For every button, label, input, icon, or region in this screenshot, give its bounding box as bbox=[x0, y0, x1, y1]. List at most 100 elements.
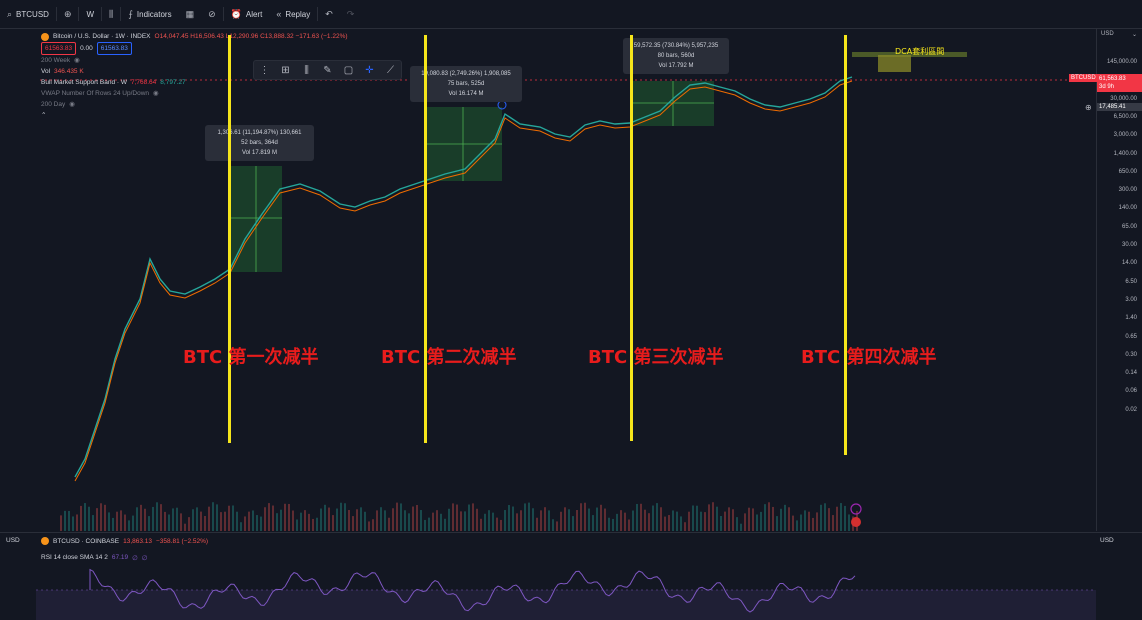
axis-tick-label: 650.00 bbox=[1118, 168, 1137, 175]
volume-bar bbox=[832, 515, 834, 531]
bmsb-label: Bull Market Support Band · W bbox=[41, 79, 127, 86]
volume-bar bbox=[408, 513, 410, 531]
volume-bar bbox=[760, 511, 762, 531]
volume-bar bbox=[768, 502, 770, 531]
redo-button[interactable]: ↷ bbox=[340, 0, 362, 28]
halving-line-3[interactable] bbox=[630, 35, 633, 441]
halving-label-3: BTC 第三次减半 bbox=[588, 347, 724, 368]
eye-icon[interactable]: ◉ bbox=[69, 101, 75, 108]
volume-bar bbox=[632, 510, 634, 531]
axis-tick-label: 65.00 bbox=[1121, 223, 1137, 230]
lower-axis-currency[interactable]: USD bbox=[1100, 537, 1114, 544]
halving-line-1[interactable] bbox=[228, 35, 231, 443]
drawing-toolbar: ⋮ ⊞ ⫼ ✎ ▢ ✛ ⟋ bbox=[253, 60, 402, 80]
alarm-icon: ⏰ bbox=[230, 8, 242, 19]
volume-bar bbox=[284, 503, 286, 531]
price-axis[interactable]: USD ⌄ 145,000.0065,000.0030,000.006,500.… bbox=[1069, 29, 1142, 531]
trend-line-icon[interactable]: ⟋ bbox=[387, 64, 394, 76]
volume-bar bbox=[600, 504, 602, 531]
halving-line-4[interactable] bbox=[844, 35, 847, 455]
volume-bar bbox=[424, 519, 426, 531]
tooltip-volume: Vol 16.174 M bbox=[448, 91, 484, 97]
add-alert-icon[interactable]: ⊕ bbox=[1085, 103, 1092, 112]
buy-price[interactable]: 61563.83 bbox=[96, 42, 132, 55]
measure-tooltip-1: 1,306.61 (11,194.87%) 130,661 52 bars, 3… bbox=[205, 125, 314, 161]
sell-price[interactable]: 61563.83 bbox=[41, 42, 77, 55]
volume-bar bbox=[260, 516, 262, 531]
volume-bar bbox=[724, 511, 726, 531]
volume-bar bbox=[596, 507, 598, 531]
legend-vwap: VWAP Number Of Rows 24 Up/Down ◉ bbox=[41, 88, 348, 99]
replay-button[interactable]: « Replay bbox=[269, 0, 317, 28]
volume-bar bbox=[572, 516, 574, 531]
grid-icon: ▦ bbox=[185, 8, 195, 19]
rsi-label: RSI 14 close SMA 14 2 bbox=[41, 554, 108, 561]
crosshair-icon[interactable]: ✛ bbox=[365, 64, 374, 76]
tooltip-bars: 52 bars, 364d bbox=[241, 140, 278, 146]
axis-settings-icon[interactable]: ⌄ bbox=[1131, 32, 1137, 38]
volume-bar bbox=[396, 502, 398, 531]
chart-type-button[interactable]: ⫼ bbox=[102, 0, 120, 28]
halving-line-2[interactable] bbox=[424, 35, 427, 443]
undo-button[interactable]: ↶ bbox=[318, 0, 340, 28]
axis-tick-label: 6.50 bbox=[1125, 278, 1137, 285]
volume-bar bbox=[508, 505, 510, 531]
rsi-legend: RSI 14 close SMA 14 2 67.19 ∅ ∅ bbox=[41, 554, 147, 562]
volume-bar bbox=[280, 509, 282, 531]
eye-icon[interactable]: ◉ bbox=[153, 90, 159, 97]
compare-button[interactable]: ⊘ bbox=[201, 0, 223, 28]
frame-icon[interactable]: ⊞ bbox=[281, 64, 290, 76]
brush-icon[interactable]: ✎ bbox=[323, 64, 332, 76]
legend-title-row: Bitcoin / U.S. Dollar · 1W · INDEX O14,0… bbox=[41, 31, 348, 42]
bmsb-value-1: 7,768.64 bbox=[130, 79, 157, 86]
volume-bar bbox=[644, 509, 646, 531]
add-symbol-button[interactable]: ⊕ bbox=[57, 0, 79, 28]
axis-tick-label: 300.00 bbox=[1118, 187, 1137, 194]
rsi-pane[interactable]: USD BTCUSD · COINBASE 13,863.13 −358.81 … bbox=[0, 532, 1142, 620]
rectangle-icon[interactable]: ▢ bbox=[343, 64, 354, 76]
volume-bar bbox=[576, 509, 578, 531]
volume-bar bbox=[292, 510, 294, 531]
volume-bar bbox=[384, 510, 386, 531]
axis-currency[interactable]: USD bbox=[1101, 31, 1114, 37]
volume-bar bbox=[492, 512, 494, 531]
volume-bar bbox=[372, 519, 374, 531]
volume-bar bbox=[496, 517, 498, 531]
indicators-button[interactable]: ⨍ Indicators bbox=[121, 0, 178, 28]
drag-handle-icon[interactable]: ⋮ bbox=[259, 64, 270, 76]
range-icon[interactable]: ⫼ bbox=[304, 64, 309, 76]
tooltip-volume: Vol 17.792 M bbox=[658, 63, 694, 69]
eye-icon[interactable]: ◉ bbox=[74, 57, 80, 64]
volume-bar bbox=[304, 510, 306, 531]
volume-bar bbox=[256, 515, 258, 531]
volume-bar bbox=[536, 517, 538, 531]
interval-button[interactable]: W bbox=[79, 0, 101, 28]
volume-bar bbox=[236, 511, 238, 531]
divider bbox=[317, 7, 319, 21]
axis-tick-label: 30.00 bbox=[1121, 242, 1137, 248]
volume-bar bbox=[660, 507, 662, 531]
chevron-up-icon: ⌃ bbox=[41, 112, 47, 119]
volume-bar bbox=[756, 514, 758, 531]
bmsb-line bbox=[74, 80, 853, 482]
volume-bar bbox=[324, 504, 326, 531]
volume-bar bbox=[112, 517, 114, 531]
volume-bar bbox=[336, 508, 338, 531]
volume-bar bbox=[784, 504, 786, 531]
main-chart-pane[interactable] bbox=[0, 29, 1096, 531]
axis-tick-label: 0.30 bbox=[1125, 351, 1137, 358]
volume-bar bbox=[692, 505, 694, 531]
legend-ma200: 200 Week ◉ bbox=[41, 55, 348, 66]
alert-button[interactable]: ⏰ Alert bbox=[224, 0, 270, 28]
lower-currency[interactable]: USD bbox=[6, 537, 20, 544]
volume-bar bbox=[388, 517, 390, 531]
volume-bar bbox=[152, 506, 154, 531]
symbol-search[interactable]: ⌕ BTCUSD bbox=[0, 0, 56, 28]
price-line bbox=[74, 76, 853, 478]
templates-button[interactable]: ▦ bbox=[179, 0, 202, 28]
legend-price-row: 61563.83 0.00 61563.83 bbox=[41, 42, 348, 55]
volume-bar bbox=[792, 515, 794, 531]
legend-collapse[interactable]: ⌃ bbox=[41, 110, 348, 121]
volume-bar bbox=[60, 515, 62, 531]
rsi-chart bbox=[36, 568, 1096, 620]
